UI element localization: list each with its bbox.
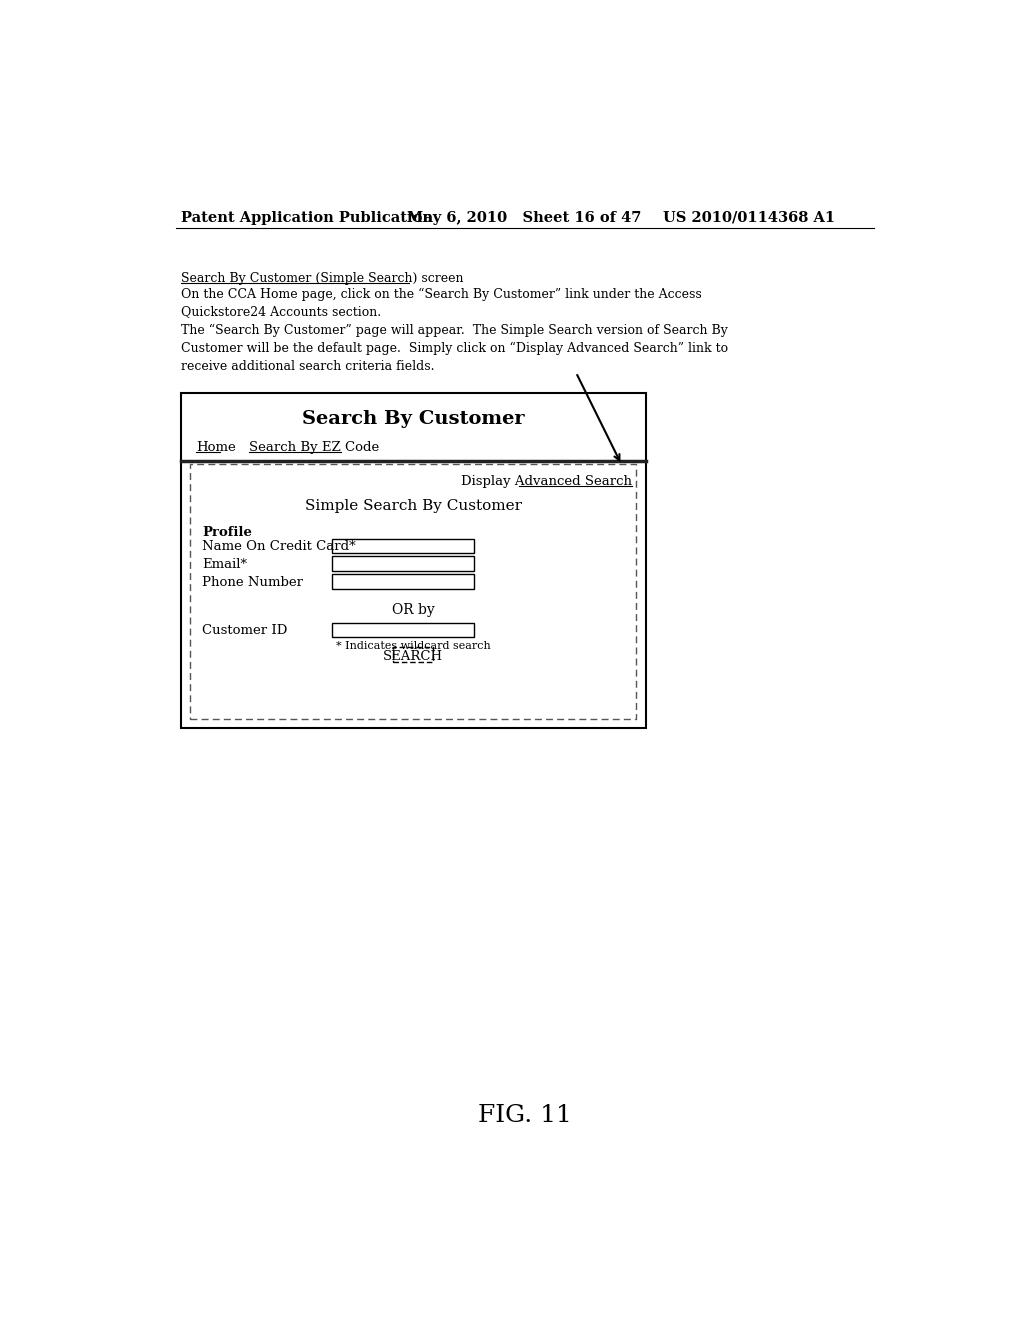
Text: On the CCA Home page, click on the “Search By Customer” link under the Access
Qu: On the CCA Home page, click on the “Sear… <box>180 288 701 318</box>
Bar <box>393 647 433 663</box>
Text: US 2010/0114368 A1: US 2010/0114368 A1 <box>663 211 835 224</box>
Text: Name On Credit Card*: Name On Credit Card* <box>203 540 356 553</box>
Bar <box>190 465 636 719</box>
Text: Search By Customer (Simple Search) screen: Search By Customer (Simple Search) scree… <box>180 272 463 285</box>
Text: Display Advanced Search: Display Advanced Search <box>461 475 632 488</box>
Bar <box>180 393 646 729</box>
Text: Search By Customer: Search By Customer <box>302 411 524 428</box>
Text: Email*: Email* <box>203 558 248 572</box>
Text: Patent Application Publication: Patent Application Publication <box>180 211 433 224</box>
Bar <box>332 623 474 638</box>
Text: Phone Number: Phone Number <box>203 576 303 589</box>
Text: Home: Home <box>197 441 236 454</box>
Text: OR by: OR by <box>392 603 434 616</box>
Text: Customer ID: Customer ID <box>203 624 288 638</box>
Text: The “Search By Customer” page will appear.  The Simple Search version of Search : The “Search By Customer” page will appea… <box>180 323 728 372</box>
Bar <box>332 574 474 589</box>
Text: * Indicates wildcard search: * Indicates wildcard search <box>336 642 490 651</box>
Text: SEARCH: SEARCH <box>383 651 443 664</box>
Text: May 6, 2010   Sheet 16 of 47: May 6, 2010 Sheet 16 of 47 <box>407 211 641 224</box>
Text: Search By EZ Code: Search By EZ Code <box>249 441 379 454</box>
Text: Simple Search By Customer: Simple Search By Customer <box>305 499 521 512</box>
Bar <box>332 539 474 553</box>
Text: Profile: Profile <box>203 525 252 539</box>
Bar <box>332 557 474 572</box>
Text: FIG. 11: FIG. 11 <box>478 1104 571 1127</box>
